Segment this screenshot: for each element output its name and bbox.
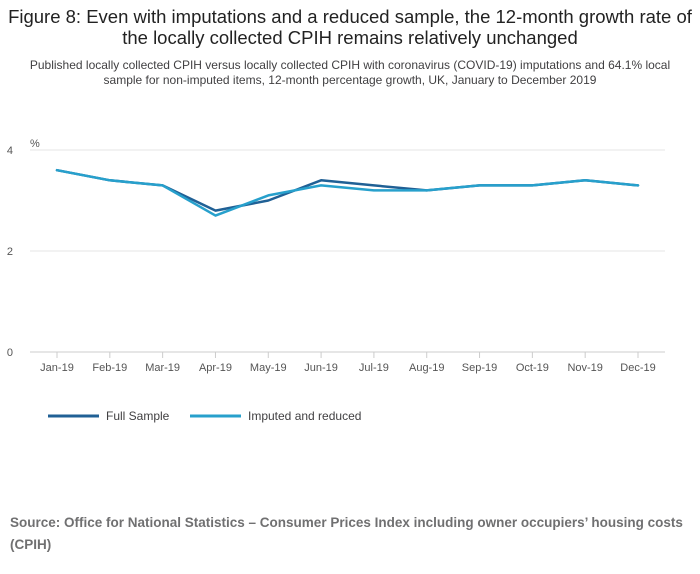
x-tick-label: Apr-19 bbox=[199, 362, 232, 374]
y-tick-label: 4 bbox=[7, 145, 13, 157]
series-line-full-sample bbox=[55, 168, 640, 212]
x-tick-label: Nov-19 bbox=[567, 362, 602, 374]
y-tick-label: 2 bbox=[7, 246, 13, 258]
legend-label: Imputed and reduced bbox=[248, 409, 361, 423]
x-tick-label: Aug-19 bbox=[409, 362, 444, 374]
series-line-imputed-and-reduced bbox=[55, 168, 640, 217]
x-tick-label: Feb-19 bbox=[92, 362, 127, 374]
x-tick-label: Jan-19 bbox=[40, 362, 74, 374]
x-tick-label: May-19 bbox=[250, 362, 287, 374]
chart-title: Figure 8: Even with imputations and a re… bbox=[8, 6, 692, 48]
x-tick-label: Jul-19 bbox=[359, 362, 389, 374]
y-tick-label: 0 bbox=[7, 347, 13, 359]
chart-subtitle: Published locally collected CPIH versus … bbox=[29, 58, 671, 87]
x-tick-label: Sep-19 bbox=[462, 362, 497, 374]
legend-label: Full Sample bbox=[106, 409, 170, 423]
series-lines bbox=[55, 168, 640, 217]
axes: 4 2 0 Jan-19 Feb-19 Mar-19 Apr-19 May-19 Jun-19 J… bbox=[7, 145, 665, 374]
x-tick-label: Jun-19 bbox=[304, 362, 338, 374]
x-tick-label: Dec-19 bbox=[620, 362, 655, 374]
source-note: Source: Office for National Statistics –… bbox=[10, 515, 683, 552]
y-axis-unit-label: % bbox=[30, 138, 40, 150]
gridlines bbox=[30, 149, 665, 252]
x-tick-label: Mar-19 bbox=[145, 362, 180, 374]
legend: Full Sample Imputed and reduced bbox=[48, 409, 361, 423]
x-tick-label: Oct-19 bbox=[516, 362, 549, 374]
